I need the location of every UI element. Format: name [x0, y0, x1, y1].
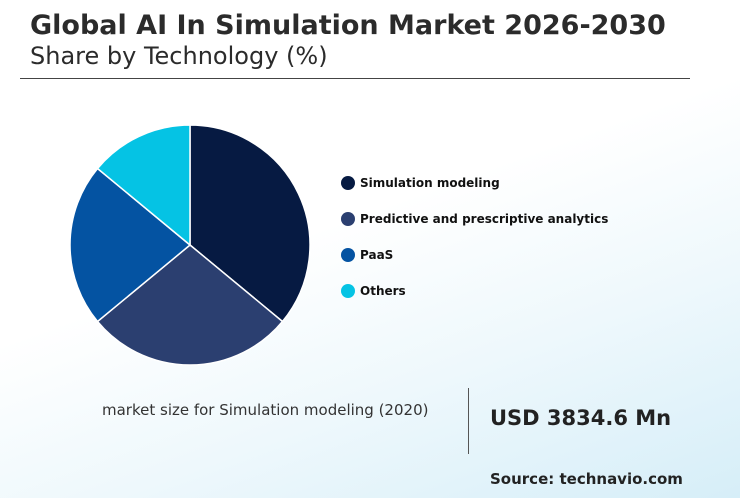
- legend-item-paas: PaaS: [341, 246, 608, 264]
- legend-label: PaaS: [360, 248, 394, 262]
- legend-label: Simulation modeling: [360, 176, 500, 190]
- pie-slice-simulation-modeling: [189, 124, 311, 323]
- pie-chart: [69, 124, 311, 366]
- legend-item-others: Others: [341, 282, 608, 300]
- chart-subtitle: Share by Technology (%): [30, 42, 328, 70]
- legend-swatch: [341, 176, 355, 190]
- pie-slice-predictive-and-prescriptive-analytics: [96, 244, 284, 366]
- market-size-value: USD 3834.6 Mn: [490, 406, 672, 430]
- footer-divider: [468, 388, 469, 454]
- legend-label: Predictive and prescriptive analytics: [360, 212, 609, 226]
- market-size-label: market size for Simulation modeling (202…: [102, 401, 429, 419]
- source-credit: Source: technavio.com: [490, 470, 683, 488]
- legend-label: Others: [360, 284, 406, 298]
- legend-swatch: [341, 248, 355, 262]
- title-divider: [20, 78, 690, 79]
- legend-item-predictive-analytics: Predictive and prescriptive analytics: [341, 210, 608, 228]
- legend-swatch: [341, 212, 355, 226]
- chart-title: Global AI In Simulation Market 2026-2030: [30, 10, 666, 41]
- chart-legend: Simulation modeling Predictive and presc…: [341, 174, 608, 318]
- legend-swatch: [341, 284, 355, 298]
- pie-slice-paas: [69, 167, 192, 323]
- pie-slice-others: [96, 124, 191, 247]
- legend-item-simulation-modeling: Simulation modeling: [341, 174, 608, 192]
